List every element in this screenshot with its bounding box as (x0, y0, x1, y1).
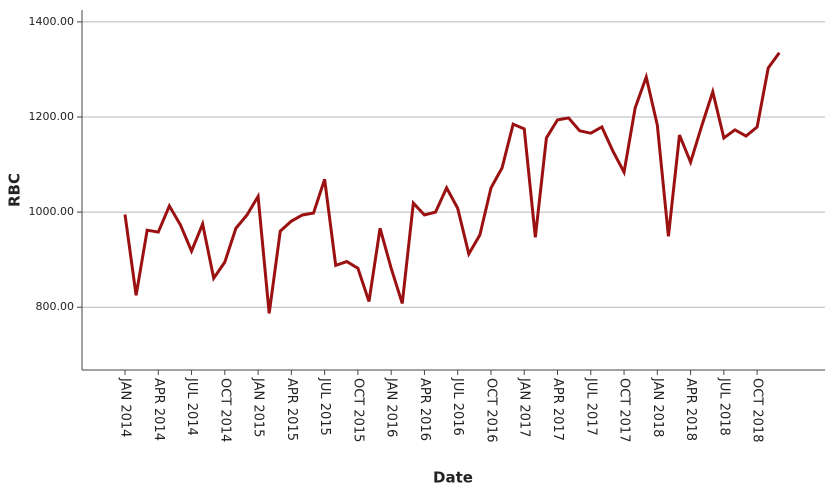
x-tick-label: OCT 2017 (617, 378, 632, 442)
y-tick-label: 800.00 (36, 300, 75, 313)
x-tick-label: JUL 2016 (450, 377, 465, 436)
x-axis-label: Date (433, 469, 473, 487)
x-tick-label: JAN 2017 (517, 377, 532, 437)
x-tick-label: JAN 2018 (650, 377, 665, 437)
x-tick-label: JAN 2014 (118, 377, 133, 437)
x-tick-label: APR 2014 (151, 378, 166, 441)
y-tick-label: 1000.00 (29, 205, 75, 218)
y-axis-label: RBC (6, 173, 24, 207)
x-tick-label: OCT 2015 (350, 378, 365, 442)
x-tick-label: JAN 2016 (384, 377, 399, 437)
y-tick-label: 1200.00 (29, 110, 75, 123)
y-tick-label: 1400.00 (29, 15, 75, 28)
x-tick-label: APR 2018 (683, 378, 698, 441)
x-tick-label: APR 2017 (550, 378, 565, 441)
data-line (123, 51, 781, 314)
x-tick-label: APR 2016 (417, 378, 432, 441)
x-tick-label: JAN 2015 (251, 377, 266, 437)
x-tick-label: OCT 2018 (750, 378, 765, 442)
x-tick-label: JUL 2018 (716, 377, 731, 436)
x-tick-label: JUL 2017 (583, 377, 598, 436)
x-tick-label: APR 2015 (284, 378, 299, 441)
x-tick-label: OCT 2016 (483, 378, 498, 442)
x-tick-label: JUL 2014 (184, 377, 199, 436)
x-tick-label: OCT 2014 (217, 378, 232, 442)
x-tick-label: JUL 2015 (317, 377, 332, 436)
